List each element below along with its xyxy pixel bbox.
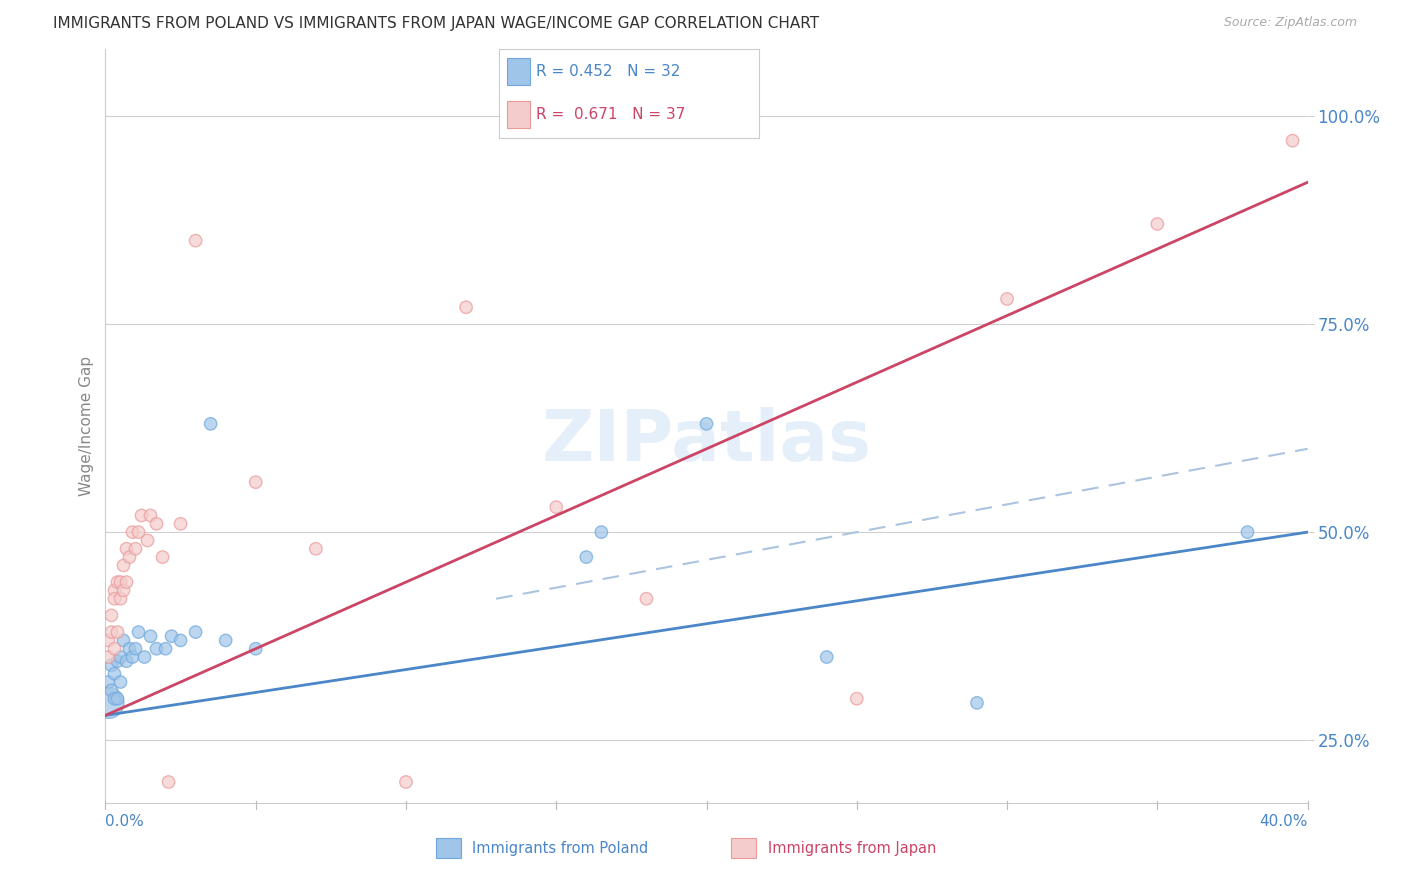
Point bbox=[139, 629, 162, 643]
Point bbox=[636, 591, 658, 606]
Point bbox=[107, 691, 129, 706]
Point bbox=[155, 641, 177, 656]
Point bbox=[110, 675, 132, 690]
Point bbox=[107, 625, 129, 640]
Point bbox=[110, 650, 132, 665]
Point bbox=[184, 625, 207, 640]
Point bbox=[815, 650, 838, 665]
Point bbox=[100, 658, 122, 673]
Point bbox=[131, 508, 153, 523]
Point bbox=[546, 500, 568, 515]
Text: 40.0%: 40.0% bbox=[1260, 814, 1308, 829]
Point bbox=[103, 583, 125, 598]
Point bbox=[152, 550, 174, 565]
Point bbox=[169, 516, 191, 531]
Point bbox=[1236, 525, 1258, 540]
Point bbox=[145, 641, 167, 656]
Point bbox=[103, 641, 125, 656]
Point bbox=[454, 300, 477, 314]
Point bbox=[395, 775, 418, 789]
Text: Source: ZipAtlas.com: Source: ZipAtlas.com bbox=[1223, 16, 1357, 29]
Point bbox=[966, 696, 988, 710]
Point bbox=[121, 525, 143, 540]
Text: IMMIGRANTS FROM POLAND VS IMMIGRANTS FROM JAPAN WAGE/INCOME GAP CORRELATION CHAR: IMMIGRANTS FROM POLAND VS IMMIGRANTS FRO… bbox=[53, 16, 820, 31]
Point bbox=[1281, 134, 1303, 148]
Point bbox=[128, 625, 150, 640]
Point bbox=[160, 629, 183, 643]
Point bbox=[115, 654, 138, 668]
Point bbox=[591, 525, 613, 540]
Point bbox=[214, 633, 236, 648]
Point bbox=[121, 650, 143, 665]
Point bbox=[97, 650, 120, 665]
Point bbox=[97, 633, 120, 648]
Point bbox=[112, 583, 135, 598]
Point bbox=[103, 666, 125, 681]
Point bbox=[110, 591, 132, 606]
Point bbox=[97, 675, 120, 690]
Point bbox=[245, 475, 267, 490]
Point bbox=[124, 541, 146, 556]
Point bbox=[245, 641, 267, 656]
Point bbox=[575, 550, 598, 565]
Point bbox=[696, 417, 718, 431]
Point bbox=[995, 292, 1018, 306]
Y-axis label: Wage/Income Gap: Wage/Income Gap bbox=[79, 356, 94, 496]
Point bbox=[107, 575, 129, 590]
Point bbox=[139, 508, 162, 523]
Point bbox=[103, 591, 125, 606]
Point bbox=[112, 558, 135, 573]
Text: 0.0%: 0.0% bbox=[105, 814, 145, 829]
Point bbox=[184, 234, 207, 248]
Point bbox=[128, 525, 150, 540]
Text: Immigrants from Japan: Immigrants from Japan bbox=[768, 841, 936, 855]
Point bbox=[118, 641, 141, 656]
Point bbox=[145, 516, 167, 531]
Point bbox=[118, 550, 141, 565]
Point bbox=[107, 654, 129, 668]
Point bbox=[305, 541, 328, 556]
Point bbox=[115, 575, 138, 590]
Point bbox=[103, 691, 125, 706]
Point bbox=[136, 533, 159, 548]
Point bbox=[115, 541, 138, 556]
Point bbox=[200, 417, 222, 431]
Point bbox=[110, 575, 132, 590]
Text: R =  0.671   N = 37: R = 0.671 N = 37 bbox=[536, 107, 685, 121]
Point bbox=[100, 625, 122, 640]
Point bbox=[169, 633, 191, 648]
Bar bbox=[508, 58, 530, 85]
Point bbox=[134, 650, 156, 665]
Point bbox=[157, 775, 180, 789]
Point bbox=[100, 608, 122, 623]
Text: ZIPatlas: ZIPatlas bbox=[541, 407, 872, 475]
Point bbox=[112, 633, 135, 648]
Bar bbox=[508, 101, 530, 128]
Text: Immigrants from Poland: Immigrants from Poland bbox=[472, 841, 648, 855]
Point bbox=[100, 683, 122, 698]
Point bbox=[97, 696, 120, 710]
Point bbox=[1146, 217, 1168, 231]
Text: R = 0.452   N = 32: R = 0.452 N = 32 bbox=[536, 64, 681, 78]
Point bbox=[845, 691, 868, 706]
Point bbox=[124, 641, 146, 656]
